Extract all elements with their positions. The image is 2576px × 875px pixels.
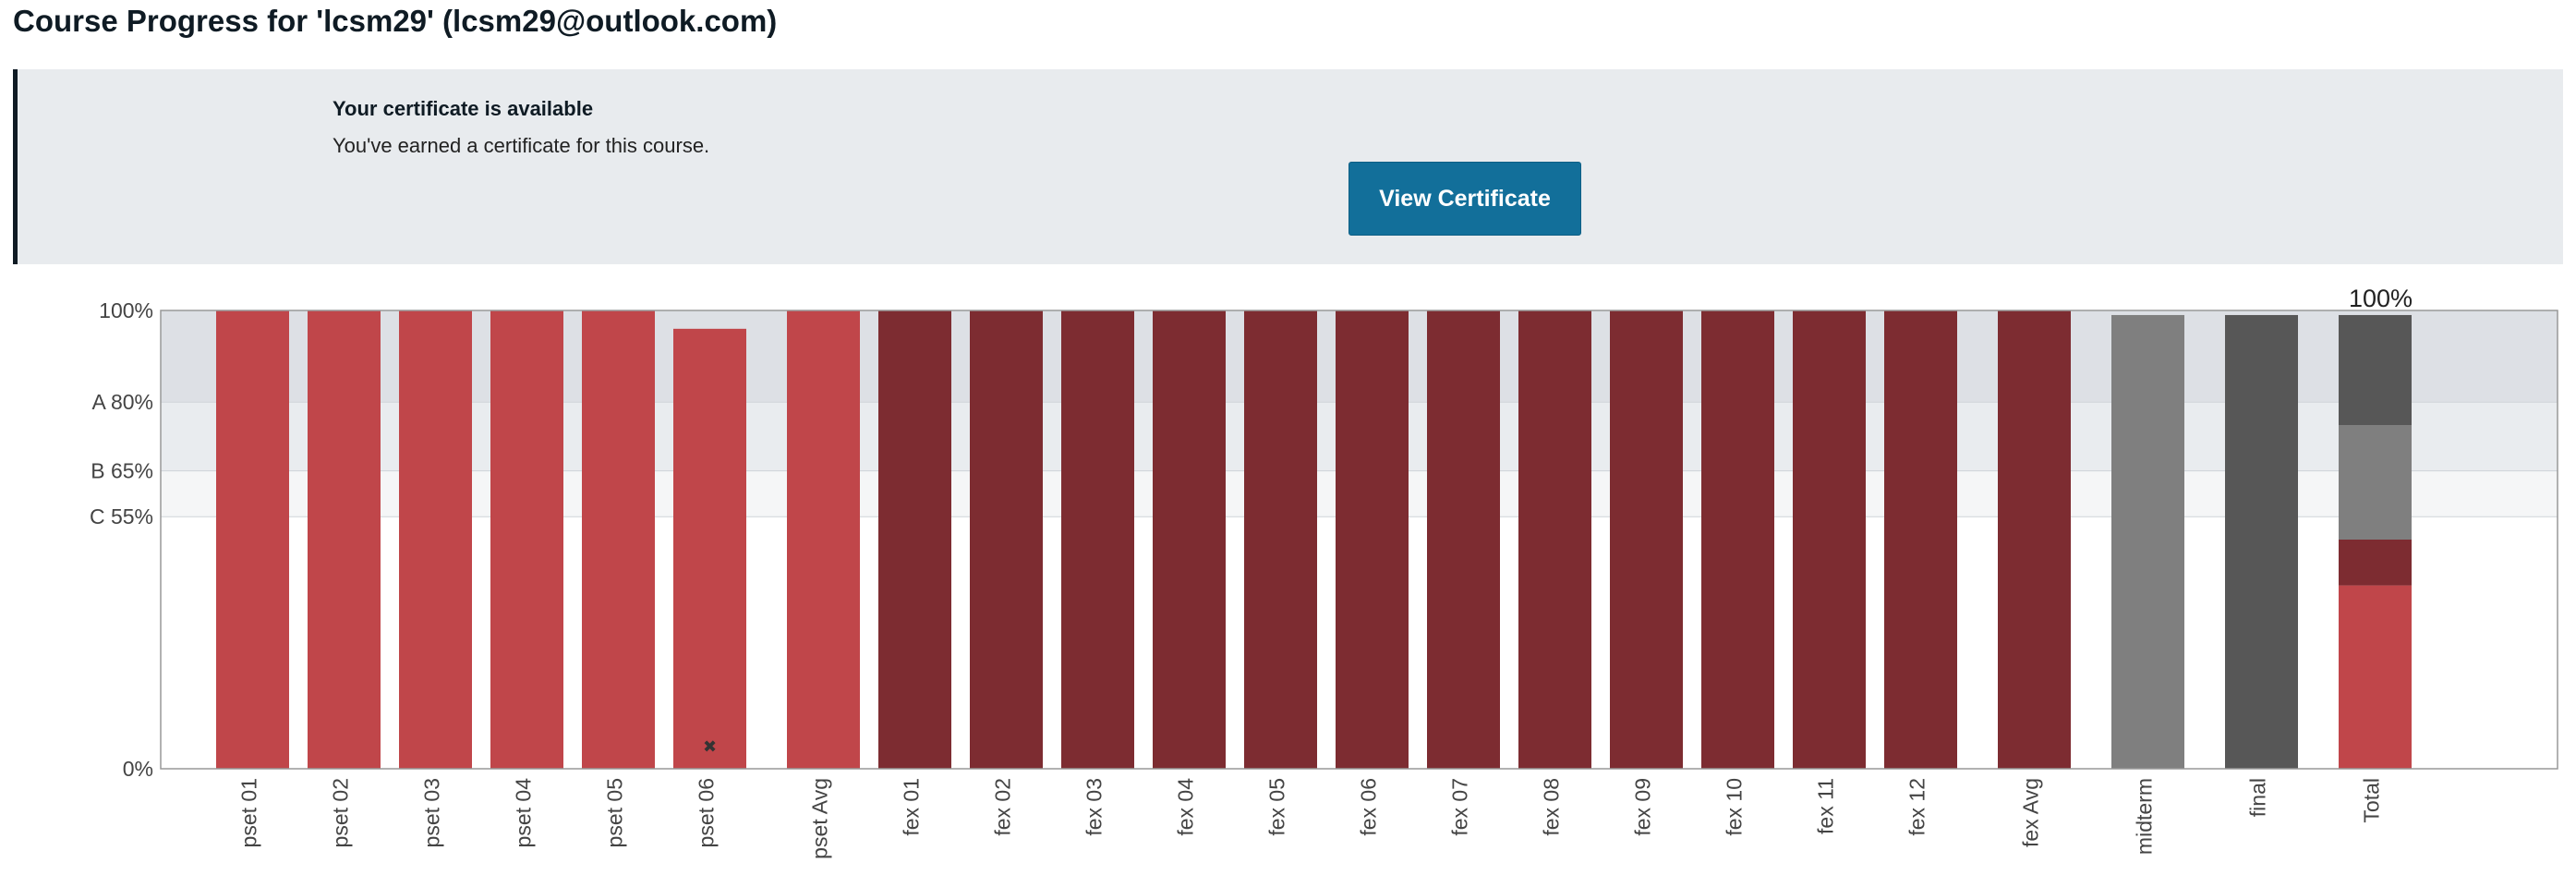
bar-final	[2225, 314, 2298, 769]
y-tick-label: 0%	[123, 757, 153, 781]
total-segment-final	[2339, 314, 2412, 425]
bar-fex-12	[1884, 310, 1957, 769]
x-tick-label: final	[2246, 778, 2270, 817]
x-tick-label: fex 12	[1905, 778, 1929, 836]
x-tick-label: fex 04	[1174, 778, 1198, 836]
bar-fex-10	[1701, 310, 1774, 769]
x-tick-label: pset 04	[512, 778, 536, 848]
x-tick-label: fex Avg	[2019, 778, 2043, 847]
x-tick-label: pset Avg	[808, 778, 832, 859]
bar-pset-02	[308, 310, 381, 769]
x-tick-label: fex 05	[1265, 778, 1289, 836]
y-tick-label: B 65%	[91, 459, 153, 483]
x-tick-label: fex 10	[1723, 778, 1747, 836]
page-title: Course Progress for 'lcsm29' (lcsm29@out…	[13, 4, 778, 38]
total-segment-fex	[2339, 540, 2412, 586]
bar-fex-08	[1518, 310, 1591, 769]
total-segment-midterm	[2339, 425, 2412, 540]
bar-pset-01	[216, 310, 289, 769]
bar-fex-05	[1244, 310, 1317, 769]
x-tick-label: fex 02	[991, 778, 1015, 836]
certificate-title: Your certificate is available	[333, 97, 594, 120]
x-tick-label: fex 03	[1082, 778, 1107, 836]
bar-pset-05	[582, 310, 655, 769]
x-tick-label: fex 09	[1631, 778, 1655, 836]
total-value-label: 100%	[2349, 285, 2413, 312]
x-tick-label: pset 06	[695, 778, 719, 847]
bar-fex-06	[1336, 310, 1409, 769]
certificate-message: You've earned a certificate for this cou…	[333, 134, 710, 157]
bar-fex-04	[1153, 310, 1226, 769]
plot-border	[160, 310, 2558, 770]
x-tick-label: midterm	[2133, 778, 2157, 855]
y-tick-label: C 55%	[90, 504, 153, 529]
x-tick-label: pset 01	[237, 778, 261, 847]
bar-fex-03	[1061, 310, 1134, 769]
x-tick-label: fex 08	[1540, 778, 1564, 836]
y-tick-label: A 80%	[92, 390, 154, 414]
x-tick-label: pset 05	[603, 778, 627, 847]
certificate-banner: Your certificate is available You've ear…	[13, 69, 2563, 264]
grade-chart: ✖ 100% 100% A 80% B 65% C 55% 0% pset 01 pset 02…	[90, 285, 2558, 859]
bar-fex-07	[1427, 310, 1500, 769]
x-tick-label: fex 06	[1357, 778, 1381, 836]
bar-pset-06	[673, 328, 746, 769]
total-segment-pset	[2339, 585, 2412, 769]
bar-fex-02	[970, 310, 1043, 769]
bar-pset-03	[399, 310, 472, 769]
bar-fex-01	[878, 310, 951, 769]
bar-pset-avg	[787, 310, 860, 769]
bar-midterm	[2111, 314, 2184, 769]
y-tick-label: 100%	[99, 298, 153, 322]
x-tick-label: fex 11	[1814, 778, 1838, 834]
x-tick-label: pset 03	[420, 778, 444, 847]
x-tick-label: pset 02	[329, 778, 353, 847]
bar-fex-09	[1610, 310, 1683, 769]
x-tick-label: Total	[2360, 778, 2384, 823]
bar-pset-04	[490, 310, 563, 769]
dropped-marker-icon: ✖	[703, 737, 717, 756]
bar-fex-11	[1793, 310, 1866, 769]
bar-fex-avg	[1998, 310, 2071, 769]
x-tick-label: fex 01	[900, 778, 924, 836]
view-certificate-button[interactable]: View Certificate	[1348, 162, 1581, 236]
x-tick-label: fex 07	[1448, 778, 1472, 836]
